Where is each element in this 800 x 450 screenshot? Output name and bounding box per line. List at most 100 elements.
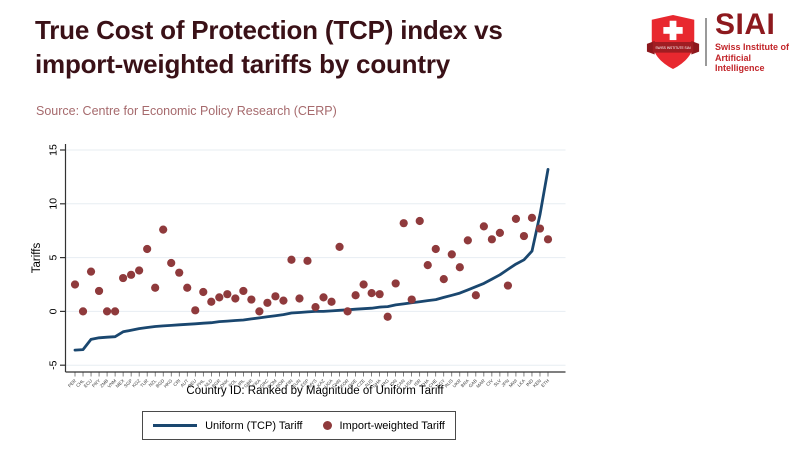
- x-tick-label: PER: [67, 378, 78, 388]
- uniform-tariff-line: [73, 168, 550, 352]
- import-weighted-point: [119, 273, 128, 283]
- legend-line-label: Uniform (TCP) Tariff: [205, 419, 303, 432]
- x-tick-label: VNM: [107, 378, 118, 388]
- x-tick-label: IDN: [389, 378, 398, 387]
- import-weighted-point: [110, 307, 120, 316]
- x-axis-title: Country ID: Ranked by Magnitude of Unifo…: [186, 385, 444, 397]
- siai-logo: SWISS INSTITUTE SIAI SIAI Swiss Institut…: [645, 9, 800, 74]
- import-weighted-point: [383, 312, 392, 321]
- x-tick-label: CHE: [428, 378, 438, 388]
- x-tick-label: LKA: [516, 378, 526, 388]
- import-weighted-point: [359, 280, 368, 289]
- import-weighted-point: [511, 214, 521, 223]
- import-weighted-point: [519, 231, 529, 241]
- import-weighted-point: [159, 225, 168, 234]
- x-tick-label: HKG: [163, 378, 174, 388]
- legend-dot-swatch: [322, 421, 332, 430]
- import-weighted-point: [86, 267, 96, 276]
- import-weighted-point: [207, 297, 216, 306]
- import-weighted-point: [455, 263, 464, 272]
- import-weighted-point: [335, 242, 344, 251]
- x-tick-label: UGA: [323, 378, 334, 388]
- import-weighted-point: [343, 307, 352, 316]
- import-weighted-point: [271, 292, 280, 301]
- import-weighted-point: [527, 213, 537, 222]
- x-tick-label: ARG: [379, 378, 390, 388]
- x-tick-label: CHN: [331, 378, 342, 388]
- x-tick-label: GBR: [243, 378, 254, 388]
- import-weighted-point: [463, 236, 472, 245]
- import-weighted-point: [487, 235, 496, 244]
- import-weighted-point: [431, 244, 440, 254]
- x-tick-label: THA: [420, 378, 431, 388]
- x-tick-label: GHA: [371, 378, 382, 388]
- svg-text:SWISS INSTITUTE SIAI: SWISS INSTITUTE SIAI: [655, 46, 690, 50]
- import-weighted-point: [535, 224, 545, 233]
- import-weighted-point: [303, 256, 312, 265]
- import-weighted-point: [407, 295, 416, 304]
- x-tick-label: GRC: [259, 378, 270, 388]
- siai-shield-icon: SWISS INSTITUTE SIAI: [646, 14, 700, 70]
- import-weighted-point: [439, 275, 448, 284]
- import-weighted-point: [311, 302, 320, 312]
- x-tick-label: SLV: [493, 378, 503, 388]
- import-weighted-point: [351, 291, 360, 300]
- x-tick-label: FIN: [285, 378, 294, 387]
- page-title: True Cost of Protection (TCP) index vs i…: [35, 14, 635, 82]
- x-tick-label: EGY: [436, 378, 446, 388]
- import-weighted-point: [175, 268, 184, 277]
- import-weighted-point: [247, 295, 256, 304]
- y-tick-label: 5: [48, 255, 60, 261]
- x-tick-label: USA: [404, 378, 415, 388]
- import-weighted-point: [223, 290, 232, 299]
- import-weighted-point: [239, 286, 248, 296]
- x-tick-label: PHL: [196, 378, 206, 388]
- x-tick-label: NLD: [203, 378, 214, 388]
- x-tick-label: BGR: [211, 378, 222, 388]
- import-weighted-point: [167, 258, 176, 268]
- import-weighted-point: [127, 270, 136, 279]
- x-tick-label: MYS: [307, 378, 318, 388]
- y-tick-label: 10: [48, 198, 60, 210]
- x-tick-label: KAZ: [316, 378, 326, 388]
- x-tick-label: KGZ: [131, 378, 141, 388]
- import-weighted-point: [215, 293, 224, 302]
- import-weighted-point: [191, 306, 200, 315]
- x-tick-label: TUR: [139, 378, 150, 388]
- x-tick-label: IND: [525, 378, 535, 388]
- import-weighted-point: [287, 255, 296, 264]
- import-weighted-point: [135, 266, 144, 275]
- x-tick-label: MEX: [115, 378, 126, 388]
- import-weighted-point: [231, 294, 240, 303]
- x-tick-label: UKR: [452, 378, 463, 388]
- x-tick-label: POL: [228, 378, 238, 388]
- import-weighted-point: [295, 294, 304, 303]
- legend-line-swatch: [153, 424, 198, 427]
- chart-legend: Uniform (TCP) Tariff Import-weighted Tar…: [142, 411, 456, 440]
- import-weighted-point: [78, 307, 88, 316]
- import-weighted-point: [375, 290, 384, 299]
- x-tick-label: NOR: [275, 378, 286, 388]
- x-tick-label: MWI: [508, 378, 518, 388]
- import-weighted-point: [399, 219, 408, 228]
- x-tick-label: KOR: [339, 378, 350, 388]
- y-tick-label: 15: [48, 144, 60, 156]
- import-weighted-point: [183, 283, 192, 292]
- x-tick-label: SGP: [123, 378, 133, 388]
- legend-dot-label: Import-weighted Tariff: [339, 419, 445, 432]
- x-tick-label: SWE: [347, 378, 358, 388]
- x-tick-label: IRL: [237, 378, 246, 387]
- x-tick-label: ETH: [540, 378, 550, 388]
- x-tick-label: PRY: [91, 378, 101, 388]
- x-tick-label: MAR: [475, 378, 486, 388]
- import-weighted-point: [199, 287, 208, 297]
- x-tick-label: ECU: [83, 378, 93, 388]
- logo-orgname: Swiss Institute of Artificial Intelligen…: [714, 41, 789, 74]
- y-tick-label: -5: [48, 360, 60, 369]
- import-weighted-point: [447, 250, 456, 259]
- y-tick-label: 0: [48, 308, 60, 314]
- x-tick-label: AUT: [179, 378, 189, 388]
- x-tick-label: ZMB: [99, 378, 109, 388]
- page-title-line2: import-weighted tariffs by country: [35, 48, 451, 79]
- import-weighted-point: [503, 281, 513, 290]
